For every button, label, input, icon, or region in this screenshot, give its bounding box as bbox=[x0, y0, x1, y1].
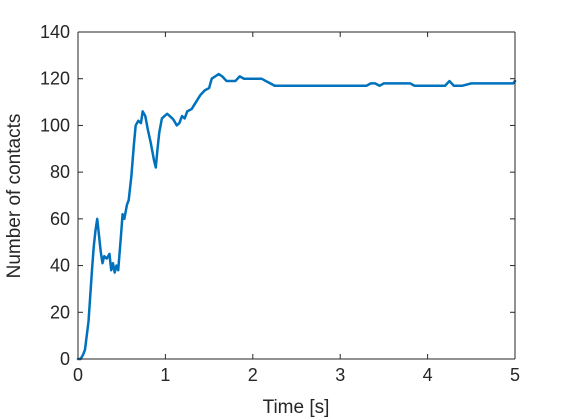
series-layer bbox=[76, 72, 517, 361]
ticks-layer: 0 1 2 3 4 5 0 20 40 60 80 100 120 140 bbox=[40, 22, 520, 385]
x-tick-label: 5 bbox=[510, 365, 520, 385]
x-tick-label: 4 bbox=[423, 365, 433, 385]
y-tick-label: 100 bbox=[40, 115, 70, 135]
x-tick-label: 0 bbox=[73, 365, 83, 385]
x-axis-label: Time [s] bbox=[263, 397, 330, 418]
x-tick-label: 2 bbox=[248, 365, 258, 385]
y-axis-label: Number of contacts bbox=[4, 114, 25, 279]
axes-layer bbox=[77, 31, 516, 360]
y-tick-label: 40 bbox=[50, 256, 70, 276]
y-tick-label: 120 bbox=[40, 69, 70, 89]
y-tick-label: 140 bbox=[40, 22, 70, 42]
y-tick-label: 20 bbox=[50, 302, 70, 322]
x-tick-label: 3 bbox=[335, 365, 345, 385]
y-tick-label: 80 bbox=[50, 162, 70, 182]
series-line-1 bbox=[76, 72, 517, 361]
x-tick-label: 1 bbox=[160, 365, 170, 385]
y-tick-label: 0 bbox=[60, 349, 70, 369]
y-tick-label: 60 bbox=[50, 209, 70, 229]
